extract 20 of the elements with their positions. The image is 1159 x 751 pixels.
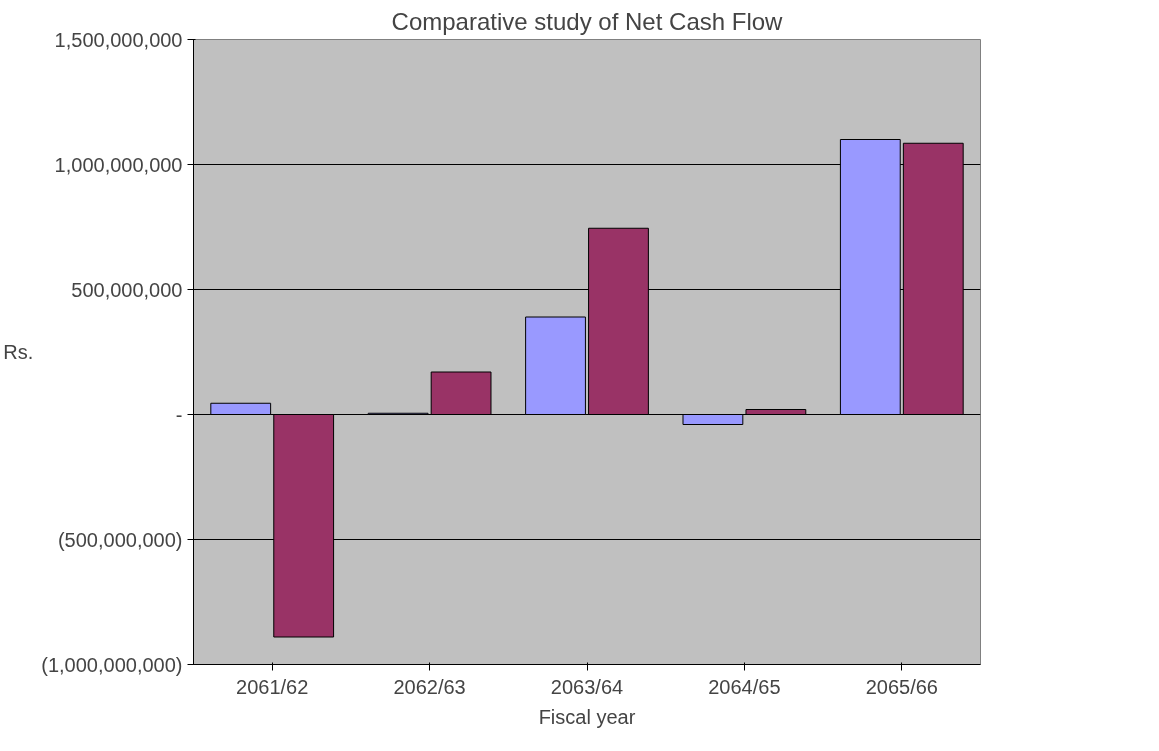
bar (525, 316, 586, 415)
bar (430, 371, 492, 415)
chart-title: Comparative study of Net Cash Flow (391, 7, 784, 35)
bar (682, 414, 744, 425)
x-tick-label: 2062/63 (393, 675, 466, 698)
y-axis-title: Rs. (3, 341, 34, 363)
y-tick-label: (500,000,000) (57, 528, 183, 551)
x-tick-label: 2064/65 (708, 675, 781, 698)
y-tick-label: 1,000,000,000 (54, 153, 183, 176)
x-axis-title: Fiscal year (538, 705, 636, 728)
y-tick-label: - (175, 403, 183, 426)
bar (745, 409, 807, 415)
x-tick-label: 2065/66 (865, 675, 938, 698)
x-tick-label: 2061/62 (236, 675, 309, 698)
y-tick-label: (1,000,000,000) (41, 653, 183, 676)
y-tick-label: 500,000,000 (71, 278, 183, 301)
x-tick-label: 2063/64 (550, 675, 624, 698)
bar (588, 227, 649, 415)
y-tick-label: 1,500,000,000 (54, 28, 183, 51)
bar (210, 402, 272, 415)
